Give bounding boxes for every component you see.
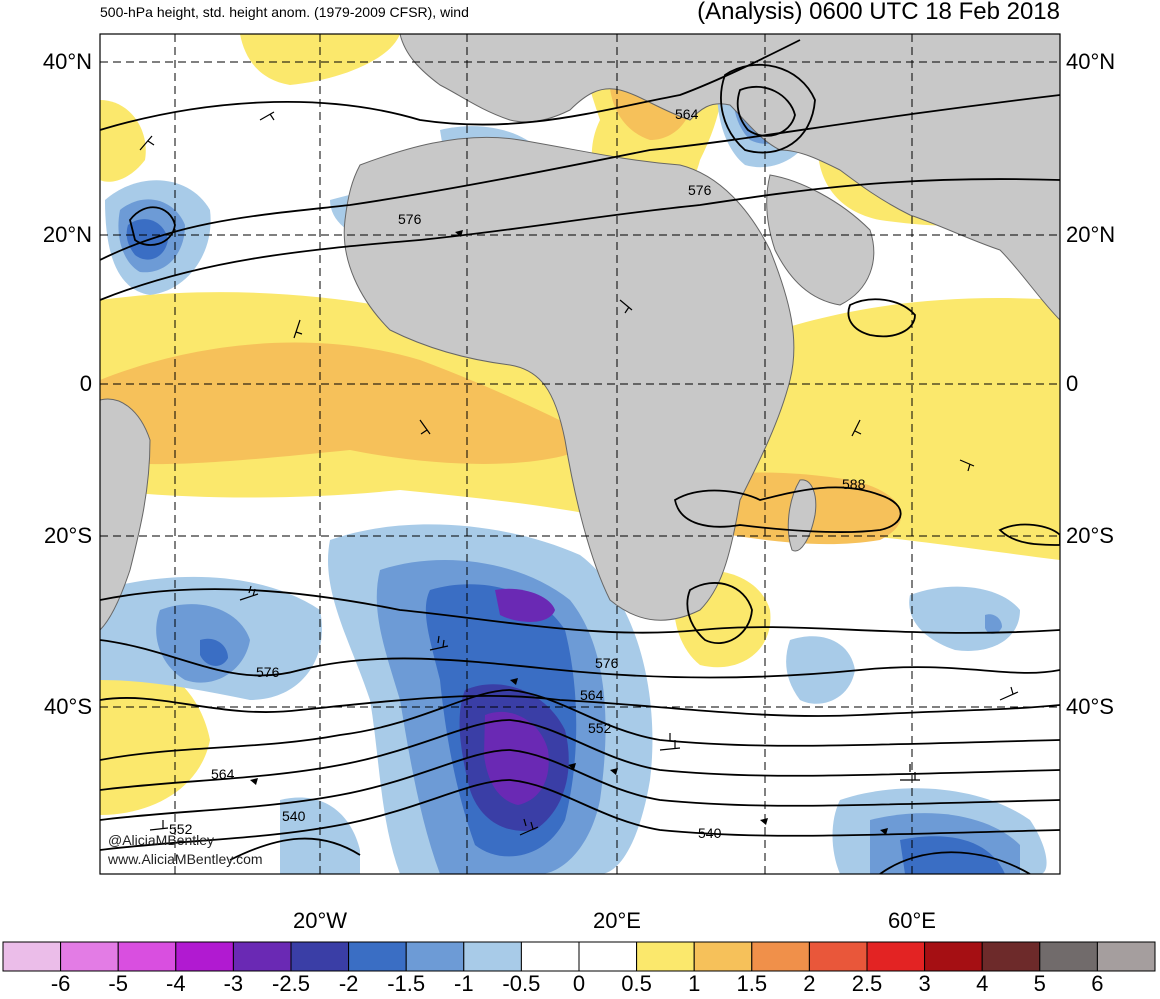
- colorbar-swatch: [520, 941, 580, 972]
- contour-label: 564: [675, 106, 699, 122]
- arabian-peninsula: [766, 174, 875, 306]
- colorbar-swatch: [290, 941, 350, 972]
- europe-asia: [399, 34, 1060, 321]
- contour-label: 588: [842, 476, 866, 492]
- lat-label-eq-left: 0: [79, 371, 92, 396]
- colorbar-swatch: [1096, 941, 1156, 972]
- colorbar-swatch: [693, 941, 753, 972]
- colorbar-tick-label: 1: [688, 971, 701, 996]
- land-masses: [100, 34, 1060, 631]
- wind-barb-flags: [250, 230, 888, 835]
- colorbar-swatch: [866, 941, 926, 972]
- colorbar-swatch: [924, 941, 983, 972]
- lat-label-40s-left: 40°S: [44, 694, 92, 719]
- colorbar-tick-label: 2.5: [851, 971, 883, 996]
- colorbar-tick-label: 0.5: [621, 971, 652, 996]
- lon-label-20e: 20°E: [593, 908, 641, 933]
- colorbar-swatch: [808, 941, 868, 972]
- colorbar-swatch: [117, 941, 177, 972]
- colorbar-swatch: [405, 941, 465, 972]
- colorbar-swatch: [2, 941, 62, 972]
- lat-label-eq-right: 0: [1066, 371, 1079, 396]
- lon-label-60e: 60°E: [888, 908, 936, 933]
- contour-label: 552: [169, 821, 193, 837]
- lat-label-20n-left: 20°N: [42, 222, 92, 247]
- colorbar-swatch: [175, 941, 234, 972]
- colorbar-swatch: [348, 941, 407, 972]
- lat-lon-grid: [100, 34, 1060, 874]
- colorbar-tick-label: -2.5: [272, 971, 310, 996]
- contour-label: 552: [588, 720, 612, 736]
- colorbar-tick-label: 5: [1033, 971, 1046, 996]
- lat-label-20s-left: 20°S: [44, 523, 92, 548]
- wind-barbs: [139, 111, 1019, 836]
- colorbar-tick-label: -1.5: [387, 971, 426, 996]
- colorbar-tick-label: 3: [918, 971, 931, 996]
- colorbar-swatch: [578, 941, 638, 972]
- south-america: [100, 398, 151, 631]
- contour-label: 564: [211, 766, 235, 782]
- contour-label: 576: [595, 655, 619, 671]
- contour-label: 540: [698, 825, 722, 841]
- colorbar-tick-label: -3: [223, 971, 244, 996]
- map-title: (Analysis) 0600 UTC 18 Feb 2018: [697, 0, 1060, 25]
- colorbar-tick-label: 0: [572, 971, 586, 996]
- colorbar-swatch: [1039, 941, 1098, 972]
- lat-label-20s-right: 20°S: [1066, 523, 1114, 548]
- colorbar-tick-label: 2: [803, 971, 816, 996]
- map-subtitle: 500-hPa height, std. height anom. (1979-…: [100, 4, 469, 20]
- credit-handle: @AliciaMBentley: [108, 832, 215, 848]
- contour-labels: 564 576 576 588 576 576 564 552 564 552 …: [169, 106, 866, 841]
- colorbar-swatch: [463, 941, 522, 972]
- colorbar-tick-label: 4: [976, 971, 989, 996]
- colorbar-tick-label: -0.5: [502, 971, 541, 996]
- lat-label-40n-left: 40°N: [42, 49, 92, 74]
- negative-anomaly-shading: [100, 34, 1060, 874]
- colorbar-swatch: [60, 941, 119, 972]
- colorbar-swatch: [636, 941, 695, 972]
- contour-label: 576: [398, 211, 422, 227]
- lon-label-20w: 20°W: [292, 908, 348, 933]
- colorbar-tick-label: -4: [166, 971, 186, 996]
- lat-label-20n-right: 20°N: [1066, 222, 1116, 247]
- colorbar-tick-label: 1.5: [736, 971, 768, 996]
- colorbar-swatch: [981, 941, 1041, 972]
- credit-website: www.AliciaMBentley.com: [108, 851, 263, 867]
- map-border: [99, 33, 1061, 875]
- contour-label: 564: [580, 687, 604, 703]
- africa: [343, 136, 795, 621]
- colorbar: [2, 941, 1156, 972]
- colorbar-labels: -6 -5 -4 -3 -2.5 -2 -1.5 -1 -0.5 0 0.5 1 1.5 2 2.5 3 4 5 6: [0, 971, 1160, 999]
- height-contours: [100, 39, 1060, 874]
- lat-label-40n-right: 40°N: [1066, 49, 1116, 74]
- colorbar-tick-label: -2: [338, 971, 359, 996]
- colorbar-tick-label: 6: [1091, 971, 1104, 996]
- colorbar-swatch: [232, 941, 292, 972]
- contour-label: 576: [256, 664, 280, 680]
- colorbar-swatch: [751, 941, 810, 972]
- colorbar-tick-label: -5: [108, 971, 128, 996]
- colorbar-tick-label: -6: [50, 971, 71, 996]
- lat-label-40s-right: 40°S: [1066, 694, 1114, 719]
- contour-label: 576: [688, 182, 712, 198]
- madagascar: [787, 479, 817, 552]
- contour-label: 540: [282, 808, 306, 824]
- colorbar-tick-label: -1: [454, 971, 474, 996]
